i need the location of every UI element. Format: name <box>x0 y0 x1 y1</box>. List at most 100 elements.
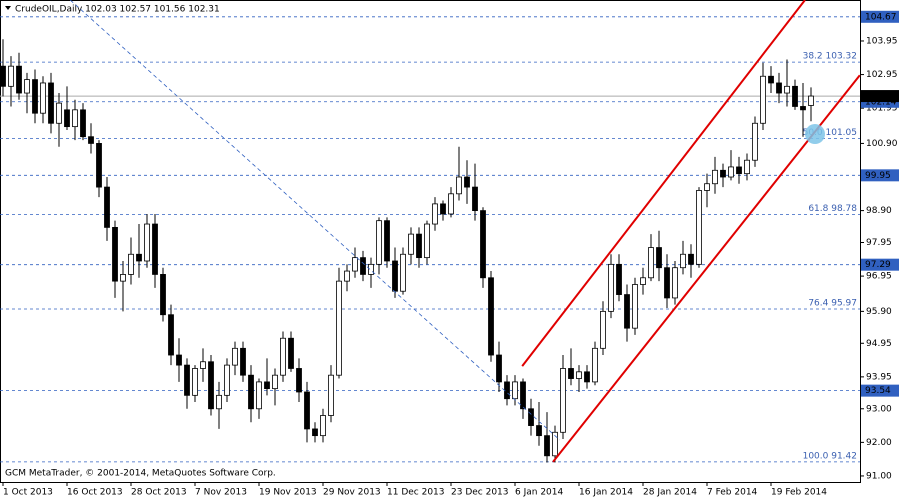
candle-body <box>712 169 718 185</box>
candle-body <box>184 364 190 396</box>
candle-body <box>120 274 126 282</box>
candle-body <box>224 364 230 396</box>
y-tick-label: 93.00 <box>866 404 892 414</box>
x-tick-label: 23 Dec 2013 <box>451 488 509 498</box>
diagonal-line <box>69 0 561 441</box>
y-tick-label: 97.95 <box>866 238 892 248</box>
fib-label: 50.0 101.05 <box>803 128 857 138</box>
candle-body <box>512 381 518 400</box>
candle-body <box>744 159 750 175</box>
y-tick-label: 94.95 <box>866 339 892 349</box>
candle-body <box>376 220 382 265</box>
candle-body <box>72 109 78 128</box>
candle-body <box>536 425 542 437</box>
candle-body <box>104 186 110 228</box>
candle-body <box>696 190 702 265</box>
y-tick-label: 92.00 <box>866 438 892 448</box>
level-label: 93.54 <box>865 386 891 396</box>
candle-body <box>216 394 222 410</box>
x-tick-label: 28 Oct 2013 <box>131 488 187 498</box>
candle-body <box>264 381 270 390</box>
y-tick-label: 98.90 <box>866 206 892 216</box>
candle-body <box>440 203 446 215</box>
candle-body <box>752 122 758 161</box>
x-tick-label: 29 Nov 2013 <box>323 488 381 498</box>
level-label: 97.29 <box>865 260 891 270</box>
candle-body <box>720 169 726 178</box>
y-tick-label: 100.90 <box>866 139 898 149</box>
bid-label: 102.14 <box>865 97 897 107</box>
y-tick-label: 102.95 <box>866 70 898 80</box>
candle-body <box>424 223 430 259</box>
candle-body <box>408 233 414 255</box>
fib-label: 61.8 98.78 <box>808 204 857 214</box>
candle-body <box>496 354 502 383</box>
x-tick-label: 7 Feb 2014 <box>707 488 758 498</box>
candle-body <box>632 284 638 329</box>
candle-body <box>432 203 438 225</box>
level-label: 99.95 <box>865 171 891 181</box>
level-box <box>861 384 899 397</box>
candle-body <box>176 354 182 366</box>
x-tick-label: 7 Nov 2013 <box>195 488 247 498</box>
candle-body <box>448 193 454 215</box>
candle-body <box>768 75 774 84</box>
candle-body <box>296 368 302 393</box>
x-tick-label: 16 Jan 2014 <box>579 488 633 498</box>
candle-body <box>792 85 798 107</box>
level-box <box>861 169 899 182</box>
candle-body <box>760 75 766 124</box>
candle-body <box>544 435 550 457</box>
candle-body <box>16 65 22 94</box>
candle-body <box>80 109 86 138</box>
candle-body <box>144 223 150 262</box>
y-tick-label: 95.90 <box>866 307 892 317</box>
candle-body <box>48 82 54 124</box>
candle-body <box>528 408 534 426</box>
candle-body <box>456 176 462 195</box>
candle-body <box>168 314 174 356</box>
candle-body <box>384 220 390 262</box>
x-tick-label: 16 Oct 2013 <box>67 488 123 498</box>
candle-body <box>112 226 118 282</box>
candle-body <box>488 277 494 356</box>
candle-body <box>328 374 334 416</box>
trend-line <box>521 0 806 367</box>
candle-body <box>40 82 46 114</box>
candle-body <box>640 277 646 285</box>
candle-body <box>552 431 558 457</box>
candle-body <box>584 371 590 383</box>
candle-body <box>160 274 166 316</box>
candle-body <box>128 253 134 275</box>
y-tick-label: 103.95 <box>866 36 898 46</box>
plot-frame <box>0 0 861 483</box>
footer: GCM MetaTrader, © 2001-2014, MetaQuotes … <box>5 469 276 479</box>
candle-body <box>8 65 14 87</box>
x-tick-label: 11 Dec 2013 <box>387 488 445 498</box>
candle-body <box>728 166 734 178</box>
candle-body <box>672 267 678 299</box>
candle-body <box>560 368 566 433</box>
candle-body <box>656 247 662 269</box>
candle-body <box>336 280 342 376</box>
candle-body <box>800 106 806 111</box>
candle-body <box>240 347 246 376</box>
menu-arrow <box>5 6 11 10</box>
candle-body <box>776 82 782 94</box>
x-tick-label: 1 Oct 2013 <box>3 488 53 498</box>
x-tick-label: 6 Jan 2014 <box>515 488 563 498</box>
candle-body <box>600 310 606 349</box>
candle-body <box>200 361 206 369</box>
level-box <box>861 258 899 271</box>
candle-body <box>0 65 6 87</box>
candle-body <box>808 95 814 106</box>
candle-body <box>344 270 350 282</box>
y-tick-label: 91.00 <box>866 471 892 481</box>
ask-box <box>861 90 899 103</box>
candle-body <box>32 79 38 114</box>
candle-body <box>472 186 478 212</box>
candle-body <box>304 391 310 430</box>
candle-body <box>664 267 670 299</box>
candle-body <box>352 257 358 272</box>
